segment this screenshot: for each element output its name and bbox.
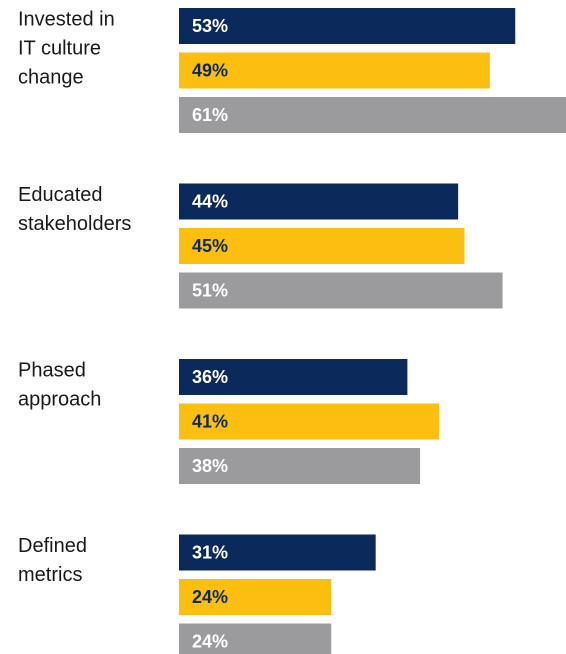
category-label: Educated — [18, 184, 103, 206]
bar — [179, 8, 516, 44]
value-label: 44% — [192, 191, 228, 211]
category-label: stakeholders — [18, 213, 131, 235]
category-label: change — [18, 66, 84, 88]
bar — [179, 448, 421, 484]
value-label: 61% — [192, 105, 228, 125]
value-label: 49% — [192, 60, 228, 80]
bar — [179, 623, 332, 654]
bar — [179, 359, 408, 395]
bar — [179, 183, 459, 220]
category-label: approach — [18, 388, 101, 410]
value-label: 36% — [192, 367, 228, 387]
value-label: 51% — [192, 280, 228, 300]
bar — [179, 579, 332, 615]
value-label: 45% — [192, 236, 228, 256]
bar — [179, 272, 503, 309]
value-label: 31% — [192, 542, 228, 562]
value-label: 24% — [192, 587, 228, 607]
bar — [179, 403, 440, 440]
category-label: IT culture — [18, 37, 101, 59]
bar — [179, 97, 566, 133]
bar — [179, 534, 376, 571]
bar — [179, 52, 490, 89]
value-label: 38% — [192, 456, 228, 476]
bar — [179, 228, 465, 264]
value-label: 53% — [192, 16, 228, 36]
value-label: 41% — [192, 411, 228, 431]
category-label: Defined — [18, 535, 87, 557]
category-label: Invested in — [18, 8, 115, 30]
value-label: 24% — [192, 631, 228, 651]
category-label: metrics — [18, 564, 82, 586]
category-label: Phased — [18, 359, 86, 381]
